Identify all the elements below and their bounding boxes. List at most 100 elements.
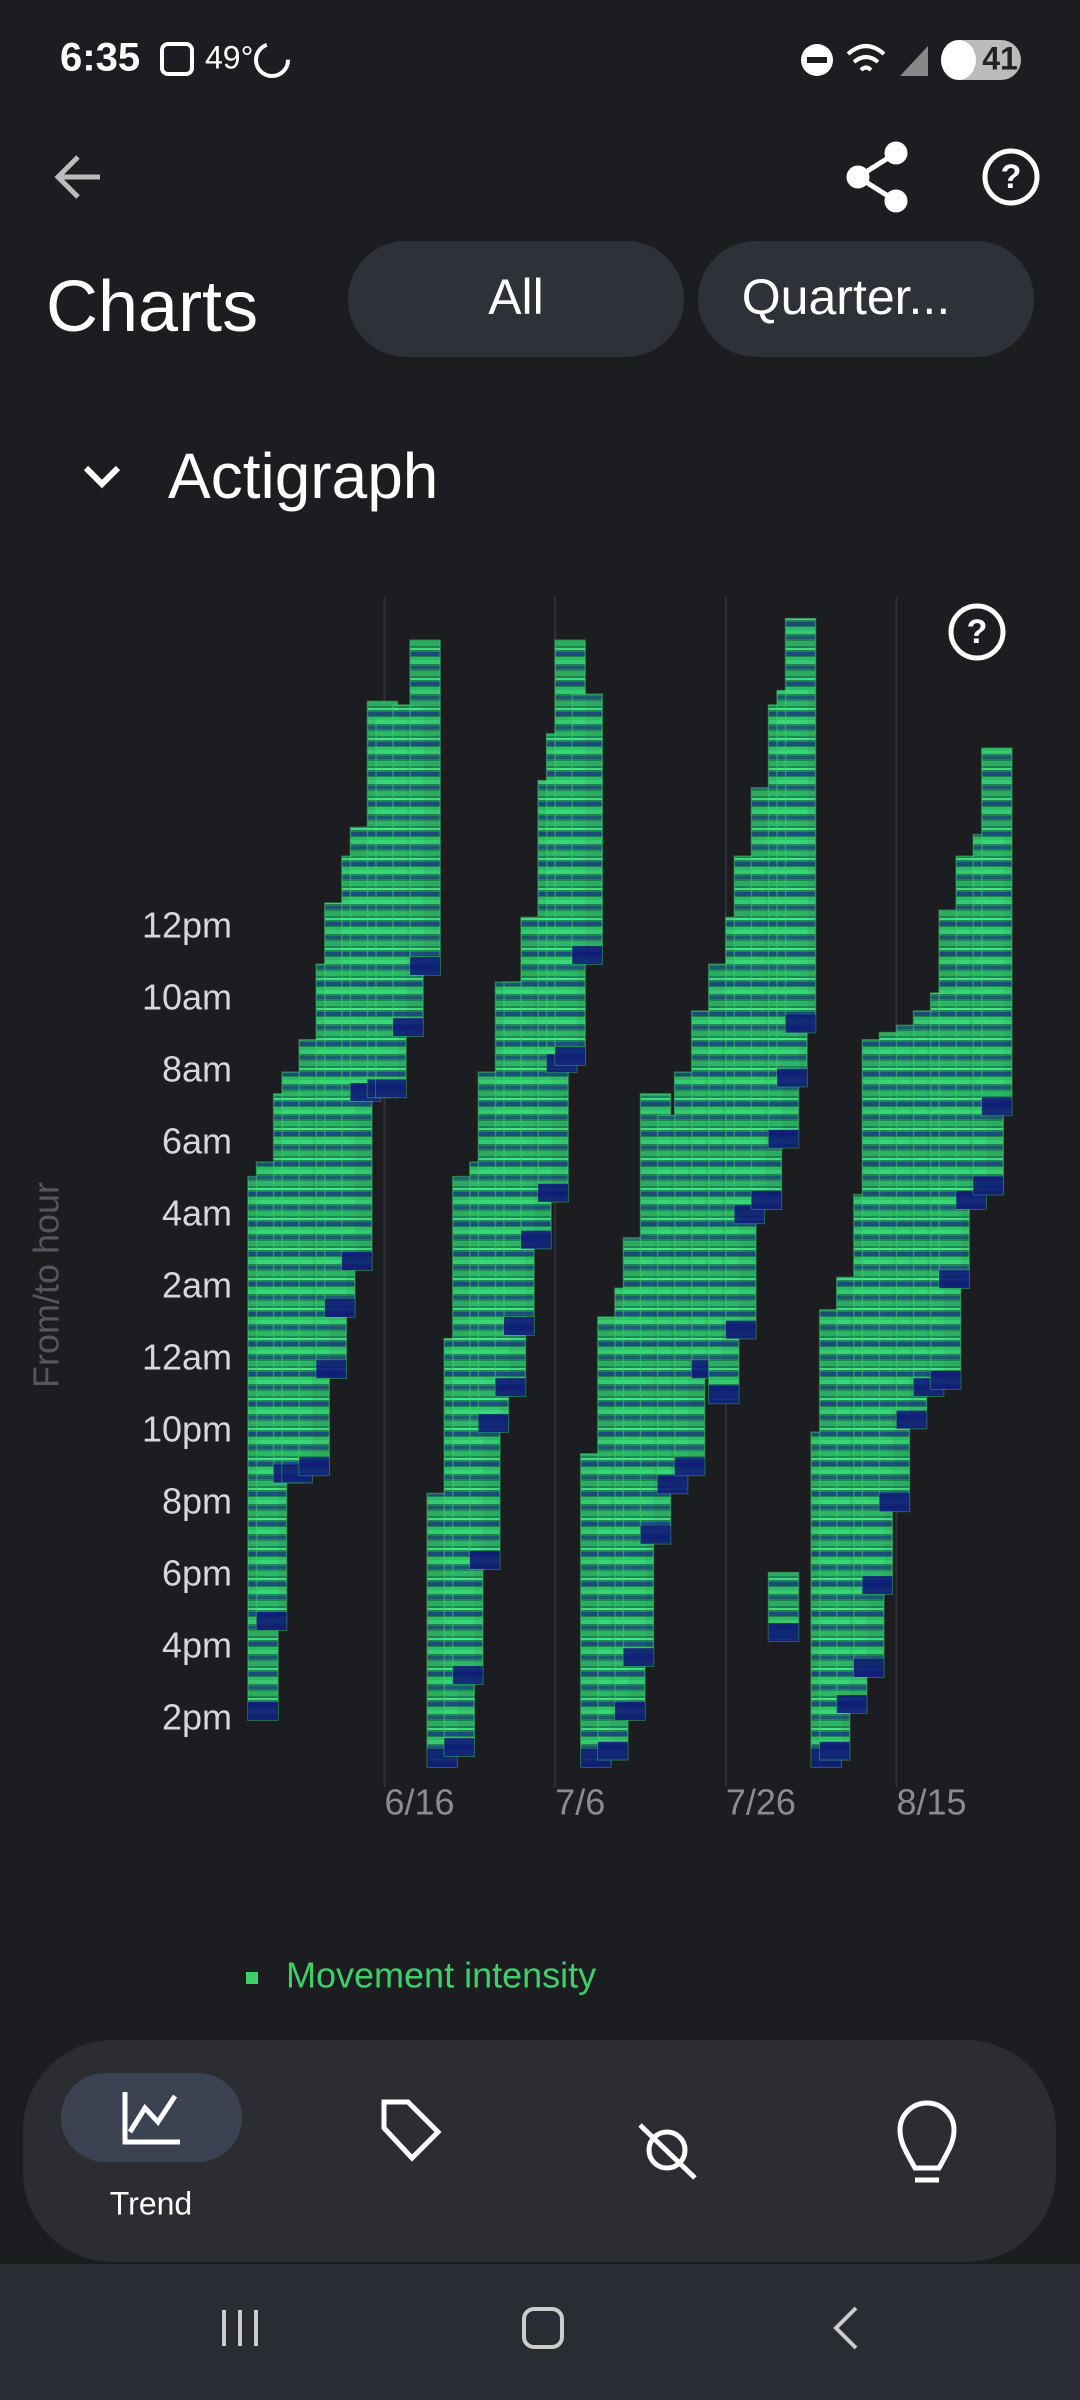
bar-cap [256,1612,287,1631]
tab-label[interactable]: Trend [110,2185,192,2221]
x-tick-label: 8/15 [896,1782,966,1823]
chart-help[interactable]: ? [948,603,1006,661]
home-button[interactable] [522,2307,564,2349]
bar-cap [836,1695,867,1713]
bar-cap [469,1551,500,1569]
bar-cap [623,1648,654,1667]
bar-cap [896,1410,927,1429]
y-tick-label: 8am [162,1049,232,1090]
bar-cap [299,1457,330,1476]
bar-cap [657,1475,688,1494]
bar-cap [572,946,603,965]
filter-label[interactable]: All [488,269,544,325]
bar-cap [939,1270,970,1289]
filter-label[interactable]: Quarter... [742,269,950,325]
sleep-bar [784,617,817,1034]
sleep-bar [981,747,1013,1117]
x-tick-label: 6/16 [385,1782,455,1823]
bar-cap [777,1068,808,1087]
bar-cap [708,1385,739,1404]
bar-cap [768,1623,799,1641]
bar-cap [503,1317,534,1335]
recents-button[interactable] [222,2310,258,2346]
bar-cap [734,1205,765,1224]
factors-tab[interactable] [638,2123,697,2180]
bar-cap [324,1299,355,1317]
section-title: Actigraph [168,440,438,512]
help-button[interactable]: ? [982,148,1040,206]
tag-tab[interactable] [381,2099,442,2162]
y-tick-label: 6pm [162,1553,232,1594]
y-tick-label: 4am [162,1193,232,1234]
trend-icon[interactable] [122,2092,180,2145]
system-nav-bar [0,2264,1080,2400]
share-button[interactable] [846,141,908,213]
svg-text:?: ? [1001,158,1022,196]
filter-pill[interactable] [698,241,1034,357]
bar-cap [768,1129,799,1148]
bar-cap [375,1079,406,1098]
collapse-chevron[interactable] [83,465,121,489]
y-tick-label: 12pm [142,905,232,946]
bar-cap [341,1252,372,1271]
bar-cap [316,1360,347,1379]
bar-cap [495,1378,526,1397]
y-tick-label: 12am [142,1337,232,1378]
back-button[interactable] [54,155,100,199]
status-icon [160,42,194,76]
bar-cap [444,1738,475,1757]
y-tick-label: 10am [142,977,232,1018]
status-time: 6:35 [60,36,140,80]
status-temperature: 49° [205,39,253,75]
y-tick-label: 2am [162,1265,232,1306]
bar-cap [981,1097,1012,1116]
bar-cap [410,957,441,975]
svg-text:?: ? [967,613,988,651]
bar-cap [751,1191,782,1209]
y-tick-label: 8pm [162,1481,232,1522]
page-title: Charts [46,267,258,347]
bar-cap [538,1183,569,1202]
bar-cap [521,1230,552,1249]
insights-tab[interactable] [897,2100,957,2183]
status-icon [254,42,290,78]
status-icon [807,57,827,63]
legend-swatch [246,1972,258,1984]
bar-cap [393,1018,424,1037]
signal-icon [900,46,928,76]
bar-cap [248,1702,278,1721]
bar-cap [597,1741,628,1760]
y-tick-label: 10pm [142,1409,232,1450]
system-back-button[interactable] [833,2306,858,2350]
battery-text: 41 [982,40,1018,76]
y-tick-label: 4pm [162,1625,232,1666]
bottom-nav [23,2040,1056,2262]
bar-cap [973,1176,1004,1195]
bar-cap [555,1047,586,1065]
bar-cap [640,1525,671,1544]
battery-level [941,40,976,80]
bar-cap [785,1014,816,1033]
y-tick-label: 2pm [162,1697,232,1738]
bar-cap [614,1702,645,1721]
bar-cap [862,1576,893,1595]
x-tick-label: 7/6 [555,1782,605,1823]
filter-pill[interactable] [348,241,684,357]
legend-label: Movement intensity [286,1955,596,1996]
bar-cap [452,1666,483,1685]
sleep-bar [409,639,441,976]
chart: 6/16 7/6 7/26 8/15 2pm 4pm 6pm 8pm 10pm 12am 2am 4a… [142,597,1013,1823]
bar-cap [674,1457,705,1476]
x-tick-label: 7/26 [726,1782,796,1823]
bar-cap [956,1191,987,1209]
bar-cap [879,1493,910,1512]
bar-cap [478,1414,509,1433]
wifi-icon [846,44,886,72]
bar-cap [930,1371,961,1389]
bar-cap [853,1659,884,1677]
bar-cap [725,1320,756,1339]
bar-cap [819,1741,850,1760]
sleep-bar [571,693,603,965]
